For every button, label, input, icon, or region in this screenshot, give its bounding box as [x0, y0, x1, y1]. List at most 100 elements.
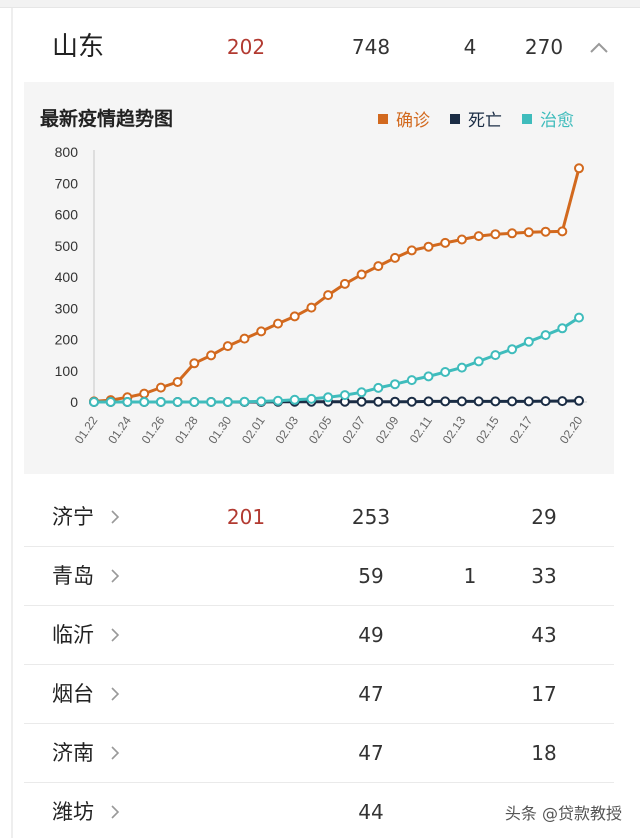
city-name: 济南: [52, 741, 94, 765]
data-point: [206, 350, 217, 361]
data-point: [440, 367, 451, 377]
city-deaths: [440, 783, 500, 838]
data-point: [323, 392, 334, 403]
data-point: [423, 396, 434, 407]
data-point: [356, 269, 367, 280]
data-point: [490, 350, 501, 361]
data-point: [89, 397, 99, 407]
data-point: [507, 228, 518, 239]
watermark: 头条 @贷款教授: [504, 804, 622, 823]
province-row[interactable]: 山东 202 748 4 270: [24, 12, 614, 82]
series-line-2: [94, 316, 580, 404]
legend-label-confirmed: 确诊: [396, 111, 430, 131]
city-deaths: [440, 724, 500, 782]
city-name: 青岛: [52, 564, 94, 588]
city-row-jining[interactable]: 济宁 201 253 29: [24, 488, 614, 547]
x-tick-label: 01.30: [206, 413, 235, 446]
data-point: [507, 396, 518, 407]
x-tick-label: 01.24: [105, 413, 134, 446]
province-total-confirmed: 748: [351, 35, 391, 59]
y-tick-label: 800: [55, 144, 79, 160]
data-point: [289, 311, 300, 322]
legend-item-confirmed[interactable]: 确诊: [378, 106, 430, 131]
data-point: [189, 358, 200, 369]
city-cured: 33: [531, 564, 557, 588]
data-point: [523, 336, 534, 347]
data-point: [155, 382, 166, 393]
data-point: [339, 278, 350, 289]
city-new-confirmed: [206, 547, 286, 605]
data-point: [473, 396, 484, 407]
chevron-up-icon[interactable]: [587, 36, 611, 60]
data-point: [557, 323, 568, 334]
city-cured: 17: [531, 682, 557, 706]
x-tick-label: 01.28: [172, 413, 201, 446]
x-tick-label: 02.11: [407, 413, 435, 445]
data-point: [239, 333, 250, 344]
legend-item-cured[interactable]: 治愈: [522, 106, 574, 131]
x-tick-label: 02.01: [239, 413, 268, 446]
data-point: [574, 312, 584, 323]
data-point: [139, 388, 150, 399]
city-total: 44: [358, 800, 384, 824]
city-deaths: 1: [463, 564, 477, 588]
data-point: [456, 362, 467, 373]
data-point: [356, 396, 367, 407]
data-point: [540, 330, 551, 341]
province-cured: 270: [524, 35, 564, 59]
y-tick-label: 400: [55, 269, 79, 285]
data-point: [289, 394, 300, 405]
y-tick-label: 300: [55, 300, 79, 316]
city-row-yantai[interactable]: 烟台 47 17: [24, 665, 614, 724]
legend-swatch-confirmed: [378, 113, 388, 124]
city-row-linyi[interactable]: 临沂 49 43: [24, 606, 614, 665]
data-point: [256, 326, 267, 337]
x-tick-label: 02.20: [557, 413, 586, 446]
top-divider: [0, 0, 640, 8]
data-point: [222, 341, 233, 352]
city-row-qingdao[interactable]: 青岛 59 1 33: [24, 547, 614, 606]
data-point: [473, 356, 484, 367]
province-name: 山东: [52, 32, 105, 62]
legend-swatch-deaths: [450, 113, 460, 124]
trend-chart-panel: 0 100 200 300 400 500 600 700 800 01.22 01.24 01.26…: [24, 82, 614, 474]
trend-chart: 0 100 200 300 400 500 600 700 800 01.22 01.24 01.26…: [55, 144, 587, 446]
data-point: [189, 397, 200, 407]
data-point: [456, 234, 467, 245]
data-point: [155, 397, 166, 407]
x-tick-label: 01.26: [139, 413, 168, 446]
chevron-right-icon: [111, 569, 120, 583]
data-point: [323, 290, 334, 301]
legend-swatch-cured: [522, 113, 532, 124]
data-point: [490, 396, 501, 407]
chevron-right-icon: [111, 628, 120, 642]
x-tick-label: 02.09: [373, 413, 402, 446]
data-point: [139, 397, 150, 407]
data-point: [206, 397, 217, 407]
data-point: [540, 226, 551, 237]
data-point: [356, 387, 367, 398]
data-point: [490, 229, 501, 240]
chevron-right-icon: [111, 805, 120, 819]
city-total: 59: [358, 564, 384, 588]
city-row-weifang[interactable]: 潍坊 44: [24, 783, 614, 838]
data-point: [339, 390, 350, 401]
province-new-confirmed: 202: [226, 35, 266, 59]
city-total: 253: [351, 505, 391, 529]
chart-title: 最新疫情趋势图: [40, 108, 174, 130]
y-tick-label: 0: [70, 394, 78, 410]
city-total: 47: [358, 682, 384, 706]
city-row-jinan[interactable]: 济南 47 18: [24, 724, 614, 783]
data-point: [373, 396, 384, 407]
city-cured: 29: [531, 505, 557, 529]
x-tick-label: 02.03: [272, 413, 301, 446]
x-tick-label: 02.17: [507, 413, 536, 446]
y-tick-label: 600: [55, 207, 79, 223]
data-point: [390, 396, 400, 407]
legend-item-deaths[interactable]: 死亡: [450, 106, 502, 131]
city-new-confirmed: [206, 665, 286, 723]
data-point: [473, 231, 484, 242]
data-point: [406, 245, 417, 256]
chevron-right-icon: [111, 687, 120, 701]
data-point: [256, 396, 267, 407]
